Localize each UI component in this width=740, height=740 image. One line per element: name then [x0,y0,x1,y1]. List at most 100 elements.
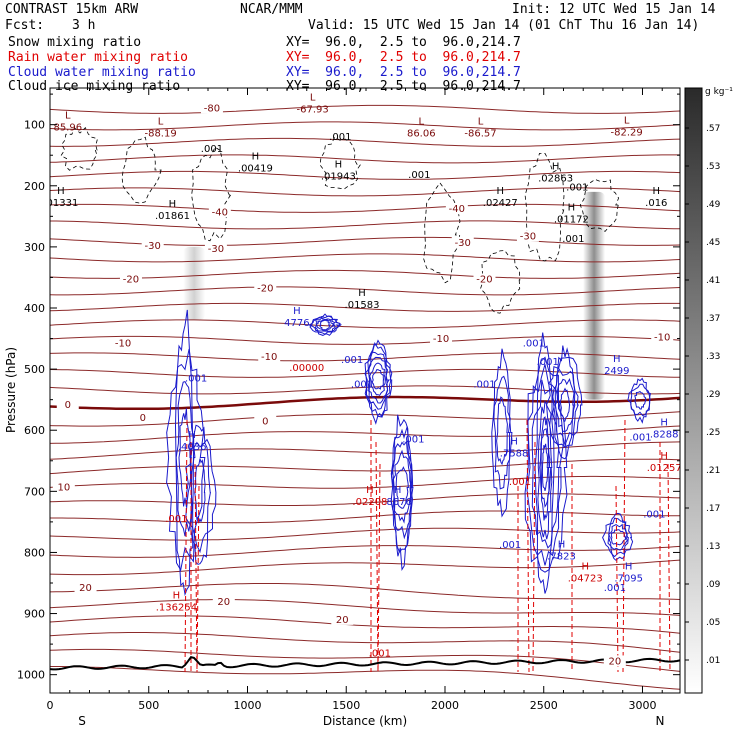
temperature-label-bg [74,582,97,594]
temperature-label-bg [451,236,474,248]
extremum-value: 86.06 [407,129,436,140]
temperature-isotherm [50,493,680,506]
temperature-label-bg [212,596,235,608]
temperature-label-bg [603,655,626,667]
extremum-value: .4036 [178,442,207,453]
colorbar-tick-label: .29 [706,390,721,400]
endpoint-north: N [656,714,665,728]
extremum-value: .01861 [155,211,190,222]
forecast-hour: 3 h [72,18,96,33]
temperature-label-bg [200,102,223,114]
y-tick-label: 600 [24,424,45,437]
contour-value-label: .001 [604,583,626,594]
extremum-marker: H [188,430,196,441]
temperature-label: -30 [208,244,224,255]
temperature-label-bg [52,481,75,493]
temperature-isotherm [50,269,680,279]
extremum-marker: H [169,199,177,210]
cloud-water-contour [371,369,385,390]
temperature-label-bg [56,398,79,410]
colorbar-tick-label: .33 [706,352,720,362]
terrain-line [50,655,680,671]
temperature-isotherm [50,335,680,345]
rain-water-contour [377,463,381,673]
extremum-marker: H [552,161,560,172]
zero-degree-isotherm [50,395,680,411]
temperature-label-bg [254,415,277,427]
cloud-water-contour [392,449,413,524]
temperature-isotherm [50,510,680,524]
extremum-value: -88.19 [144,129,176,140]
extremum-value: .02863 [538,173,573,184]
center-name: NCAR/MMM [240,2,303,17]
cloud-ice-contours [60,127,620,314]
plot-frame [49,87,681,694]
contour-value-label: .001 [185,373,207,384]
cloud-water-contour [559,387,571,423]
temperature-label: -10 [261,352,277,363]
temperature-isotherm [50,154,680,164]
extremum-marker: H [335,160,343,171]
contour-value-label: .001 [566,183,588,194]
colorbar-tick-label: .09 [706,580,721,590]
extremum-marker: H [558,540,566,551]
rain-water-contour [184,419,188,673]
cloud-water-contour [166,348,206,572]
temperature-isotherm [50,615,680,634]
cloud-water-contour [630,377,651,424]
x-tick-label: 500 [138,699,159,712]
extremum-value: .8676 [383,497,412,508]
cloud-ice-contour [60,127,98,171]
rain-water-contour [615,485,619,673]
cloud-water-contour [554,378,576,433]
contour-value-label: .001 [201,144,223,155]
contour-value-label: .001 [629,433,651,444]
temperature-label: -40 [449,204,465,215]
contour-value-label: .001 [165,514,187,525]
extremum-value: .016 [645,198,667,209]
temperature-isotherm [50,425,680,444]
cloud-ice-contour [579,178,620,232]
temperature-label: -30 [145,241,161,252]
field-name-snow: Snow mixing ratio [8,35,142,50]
extremum-value: 4776 [284,318,309,329]
field-xy-rain: XY= 96.0, 2.5 to 96.0,214.7 [286,50,521,65]
colorbar-tick-label: .53 [706,162,720,172]
rain-water-contour [194,463,198,673]
extremum-marker: H [358,288,366,299]
temperature-label: 0 [140,413,146,424]
cloud-water-contour [493,375,511,490]
temperature-isotherm [50,598,680,616]
temperature-isotherm [50,666,680,690]
extremum-marker: H [394,485,402,496]
cloud-water-contour [539,428,552,508]
temperature-isotherm [50,220,680,230]
field-xy-cloud-ice: XY= 96.0, 2.5 to 96.0,214.7 [286,79,521,94]
field-name-rain: Rain water mixing ratio [8,50,189,65]
contour-value-label: .001 [402,434,424,445]
temperature-isotherm [50,352,680,362]
extremum-value: -82.29 [611,128,643,139]
colorbar-tick-label: .57 [706,124,720,134]
contour-labels: -80 -40 -40 -30 -30 -30 -30 -20 -20 -20 -10 -10 -10 -… [50,92,680,667]
y-tick-label: 900 [24,608,45,621]
extremum-value: .7095 [614,574,643,585]
cloud-water-contour [526,364,564,566]
temperature-label: -10 [654,333,670,344]
y-tick-label: 1000 [17,669,45,682]
temperature-label: -10 [433,334,449,345]
rain-water-contours [184,419,671,673]
cloud-water-contour [524,356,568,573]
extremum-marker: H [497,186,505,197]
colorbar-tick-label: .49 [706,200,721,210]
x-tick-label: 2000 [431,699,459,712]
temperature-isotherm [50,253,680,263]
temperature-label: 0 [262,416,268,427]
model-name: CONTRAST 15km ARW [5,2,139,17]
colorbar [684,87,703,694]
temperature-label-bg [445,203,468,215]
temperature-isotherm [50,527,680,541]
contour-value-label: .001 [341,355,363,366]
temperature-label: 0 [65,400,71,411]
